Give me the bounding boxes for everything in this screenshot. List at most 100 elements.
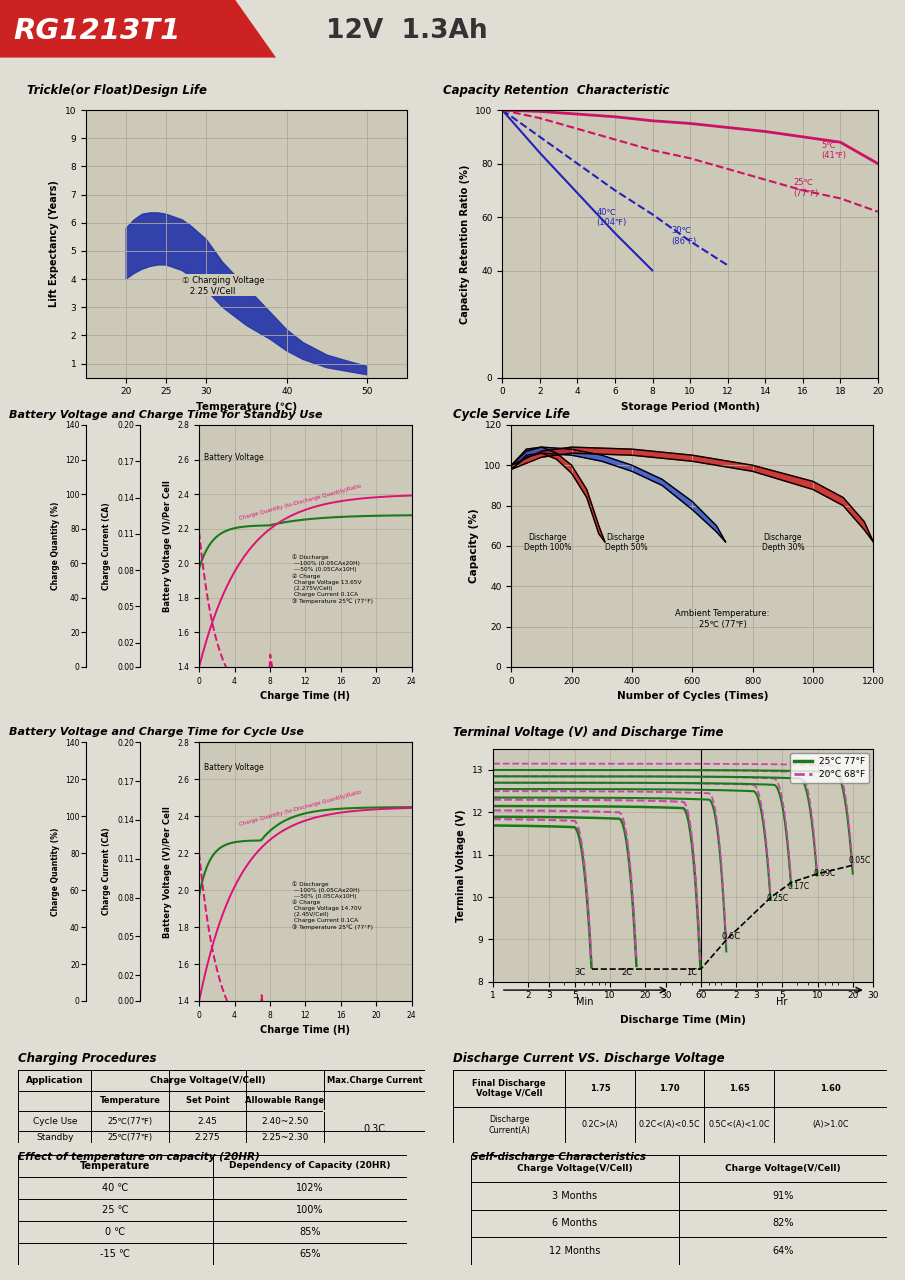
- Text: Battery Voltage and Charge Time for Standby Use: Battery Voltage and Charge Time for Stan…: [9, 410, 322, 420]
- Text: Discharge
Depth 100%: Discharge Depth 100%: [524, 532, 571, 552]
- Text: Effect of temperature on capacity (20HR): Effect of temperature on capacity (20HR): [18, 1152, 260, 1162]
- Text: 2C: 2C: [622, 969, 633, 978]
- Text: Cycle Service Life: Cycle Service Life: [452, 408, 569, 421]
- Text: 0.6C: 0.6C: [721, 932, 740, 941]
- Y-axis label: Lift Expectancy (Years): Lift Expectancy (Years): [49, 180, 59, 307]
- Text: RG1213T1: RG1213T1: [14, 17, 181, 45]
- Text: Allowable Range: Allowable Range: [245, 1096, 324, 1105]
- Text: Discharge
Depth 50%: Discharge Depth 50%: [605, 532, 647, 552]
- Text: Hr: Hr: [776, 997, 787, 1007]
- Text: ① Charging Voltage
   2.25 V/Cell: ① Charging Voltage 2.25 V/Cell: [182, 275, 265, 296]
- Text: Min: Min: [576, 997, 593, 1007]
- Text: Final Discharge
Voltage V/Cell: Final Discharge Voltage V/Cell: [472, 1079, 546, 1098]
- Polygon shape: [511, 447, 605, 541]
- Polygon shape: [126, 212, 367, 375]
- Text: 25 ℃: 25 ℃: [102, 1204, 129, 1215]
- Text: Discharge Time (Min): Discharge Time (Min): [620, 1015, 747, 1025]
- Text: Charge Quantity (to-Discharge Quantity)Ratio: Charge Quantity (to-Discharge Quantity)R…: [239, 484, 362, 521]
- Text: 1.65: 1.65: [729, 1084, 749, 1093]
- Text: 91%: 91%: [772, 1190, 794, 1201]
- Text: Cycle Use: Cycle Use: [33, 1116, 77, 1125]
- Text: 85%: 85%: [300, 1226, 320, 1236]
- Text: 12 Months: 12 Months: [549, 1245, 600, 1256]
- Text: Temperature: Temperature: [100, 1096, 160, 1105]
- Text: Self-discharge Characteristics: Self-discharge Characteristics: [471, 1152, 645, 1162]
- Text: Terminal Voltage (V) and Discharge Time: Terminal Voltage (V) and Discharge Time: [452, 726, 723, 739]
- Y-axis label: Charge Current (CA): Charge Current (CA): [102, 828, 111, 915]
- Text: 0 ℃: 0 ℃: [105, 1226, 126, 1236]
- Y-axis label: Capacity (%): Capacity (%): [469, 508, 479, 584]
- Text: 0.2C>(A): 0.2C>(A): [582, 1120, 618, 1129]
- Text: 65%: 65%: [300, 1248, 320, 1258]
- Text: 100%: 100%: [296, 1204, 324, 1215]
- X-axis label: Storage Period (Month): Storage Period (Month): [621, 402, 759, 412]
- Text: 2.45: 2.45: [197, 1116, 217, 1125]
- Text: Charge Voltage(V/Cell): Charge Voltage(V/Cell): [149, 1075, 265, 1084]
- Text: 1.75: 1.75: [590, 1084, 611, 1093]
- Text: Battery Voltage: Battery Voltage: [204, 763, 263, 772]
- Y-axis label: Capacity Retention Ratio (%): Capacity Retention Ratio (%): [460, 164, 470, 324]
- Text: Charge Voltage(V/Cell): Charge Voltage(V/Cell): [517, 1164, 633, 1172]
- Text: Max.Charge Current: Max.Charge Current: [327, 1075, 423, 1084]
- Text: Ambient Temperature:
25℃ (77℉): Ambient Temperature: 25℃ (77℉): [675, 609, 769, 628]
- Text: 0.5C<(A)<1.0C: 0.5C<(A)<1.0C: [709, 1120, 770, 1129]
- Text: Application: Application: [26, 1075, 83, 1084]
- Text: Charging Procedures: Charging Procedures: [18, 1052, 157, 1065]
- Y-axis label: Charge Quantity (%): Charge Quantity (%): [51, 502, 60, 590]
- Text: 0.05C: 0.05C: [848, 856, 871, 865]
- Y-axis label: Battery Voltage (V)/Per Cell: Battery Voltage (V)/Per Cell: [163, 805, 172, 938]
- Text: 0.3C: 0.3C: [364, 1124, 386, 1134]
- Text: 25℃(77℉): 25℃(77℉): [108, 1133, 153, 1142]
- Text: Charge Quantity (to-Discharge Quantity)Ratio: Charge Quantity (to-Discharge Quantity)R…: [239, 788, 362, 827]
- Text: 82%: 82%: [772, 1219, 794, 1229]
- X-axis label: Charge Time (H): Charge Time (H): [261, 1025, 350, 1036]
- X-axis label: Number of Cycles (Times): Number of Cycles (Times): [616, 691, 768, 701]
- Text: Capacity Retention  Characteristic: Capacity Retention Characteristic: [443, 84, 670, 97]
- Text: 0.09C: 0.09C: [814, 869, 835, 878]
- Text: 2.275: 2.275: [195, 1133, 220, 1142]
- Y-axis label: Battery Voltage (V)/Per Cell: Battery Voltage (V)/Per Cell: [163, 480, 172, 612]
- Text: Dependency of Capacity (20HR): Dependency of Capacity (20HR): [229, 1161, 391, 1170]
- Text: 3C: 3C: [574, 969, 586, 978]
- Text: Charge Voltage(V/Cell): Charge Voltage(V/Cell): [725, 1164, 841, 1172]
- Text: Battery Voltage: Battery Voltage: [204, 453, 263, 462]
- Y-axis label: Charge Current (CA): Charge Current (CA): [102, 502, 111, 590]
- Polygon shape: [511, 447, 873, 541]
- Text: Set Point: Set Point: [186, 1096, 229, 1105]
- Text: Battery Voltage and Charge Time for Cycle Use: Battery Voltage and Charge Time for Cycl…: [9, 727, 304, 737]
- Text: 40 ℃: 40 ℃: [102, 1183, 129, 1193]
- Polygon shape: [0, 0, 276, 58]
- X-axis label: Charge Time (H): Charge Time (H): [261, 691, 350, 701]
- Y-axis label: Terminal Voltage (V): Terminal Voltage (V): [456, 809, 466, 922]
- Text: 40℃
(104℉): 40℃ (104℉): [596, 207, 626, 227]
- Text: Discharge
Current(A): Discharge Current(A): [488, 1115, 530, 1134]
- Text: 102%: 102%: [296, 1183, 324, 1193]
- Text: -15 ℃: -15 ℃: [100, 1248, 130, 1258]
- Text: (A)>1.0C: (A)>1.0C: [812, 1120, 849, 1129]
- Text: Discharge Current VS. Discharge Voltage: Discharge Current VS. Discharge Voltage: [452, 1052, 724, 1065]
- Text: 3 Months: 3 Months: [552, 1190, 597, 1201]
- Text: Discharge
Depth 30%: Discharge Depth 30%: [761, 532, 805, 552]
- Text: 1.70: 1.70: [660, 1084, 680, 1093]
- Text: Trickle(or Float)Design Life: Trickle(or Float)Design Life: [27, 84, 207, 97]
- Text: 12V  1.3Ah: 12V 1.3Ah: [326, 18, 488, 44]
- Text: 5℃
(41℉): 5℃ (41℉): [822, 141, 846, 160]
- Y-axis label: Charge Quantity (%): Charge Quantity (%): [51, 827, 60, 916]
- Text: 0.2C<(A)<0.5C: 0.2C<(A)<0.5C: [639, 1120, 700, 1129]
- Text: Temperature: Temperature: [81, 1161, 150, 1171]
- X-axis label: Temperature (℃): Temperature (℃): [196, 402, 297, 412]
- Text: 1.60: 1.60: [820, 1084, 841, 1093]
- Text: ① Discharge
 —100% (0.05CAx20H)
 ---50% (0.05CAx10H)
② Charge
 Charge Voltage 13: ① Discharge —100% (0.05CAx20H) ---50% (0…: [292, 554, 373, 604]
- Text: 2.40~2.50: 2.40~2.50: [262, 1116, 309, 1125]
- Polygon shape: [511, 447, 726, 541]
- Text: 25℃
(77℉): 25℃ (77℉): [794, 178, 819, 197]
- Text: 0.25C: 0.25C: [767, 895, 789, 904]
- Text: 25℃(77℉): 25℃(77℉): [108, 1116, 153, 1125]
- Text: ① Discharge
 —100% (0.05CAx20H)
 ---50% (0.05CAx10H)
② Charge
 Charge Voltage 14: ① Discharge —100% (0.05CAx20H) ---50% (0…: [292, 881, 373, 931]
- Text: 1C: 1C: [686, 969, 697, 978]
- Text: 0.17C: 0.17C: [787, 882, 809, 891]
- Legend: 25°C 77°F, 20°C 68°F: 25°C 77°F, 20°C 68°F: [790, 754, 869, 783]
- Text: 6 Months: 6 Months: [552, 1219, 597, 1229]
- Text: Standby: Standby: [36, 1133, 73, 1142]
- Text: 30℃
(86℉): 30℃ (86℉): [672, 227, 697, 246]
